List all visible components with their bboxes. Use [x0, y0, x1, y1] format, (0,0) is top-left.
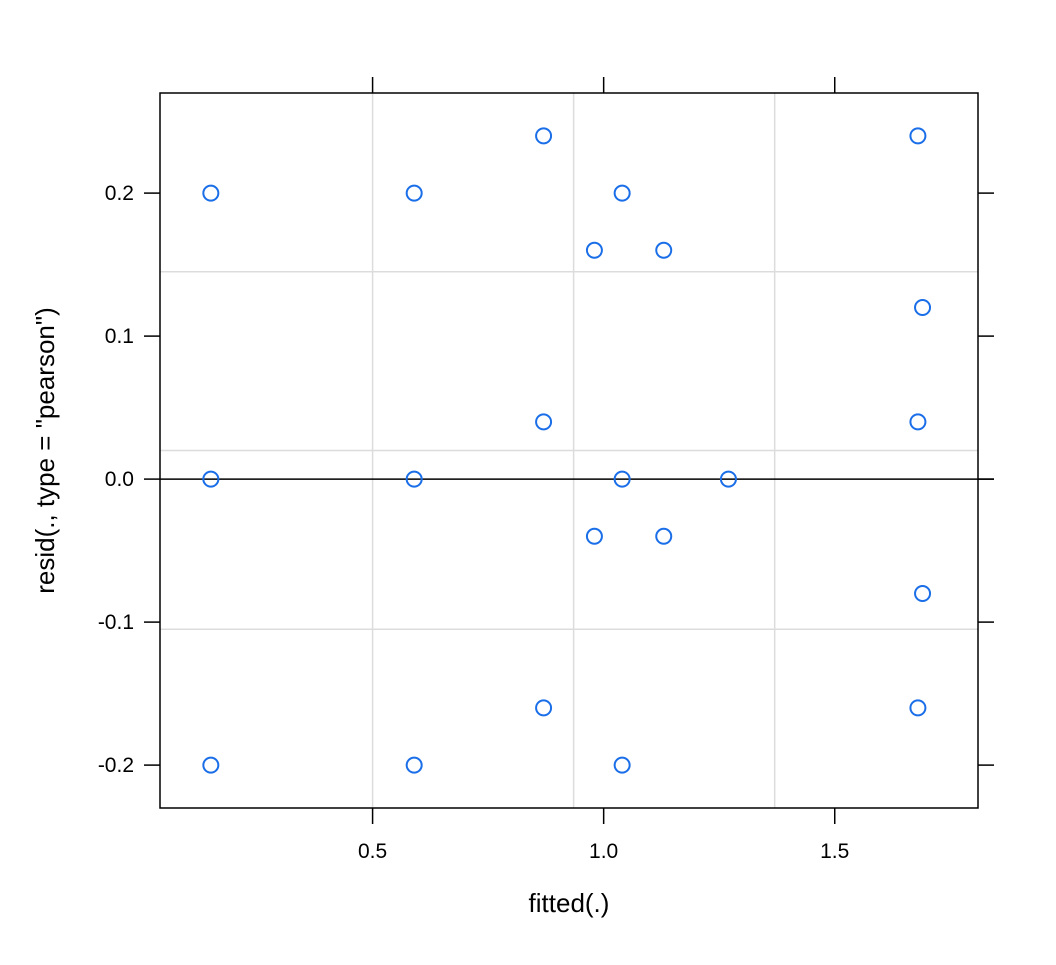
- data-point-13: [613, 756, 631, 774]
- y-axis-title: resid(., type = "pearson"): [30, 307, 60, 594]
- y-tick-label-4: 0.2: [105, 182, 134, 205]
- data-point-0: [202, 184, 220, 202]
- data-point-8: [535, 699, 553, 717]
- data-point-3: [405, 184, 423, 202]
- x-tick-label-2: 1.5: [820, 840, 849, 863]
- data-point-19: [909, 699, 927, 717]
- data-point-5: [405, 756, 423, 774]
- y-tick-label-3: 0.1: [105, 325, 134, 348]
- data-point-21: [914, 585, 932, 602]
- data-point-14: [655, 241, 673, 259]
- data-point-20: [914, 299, 932, 316]
- data-point-16: [719, 470, 737, 488]
- grid-layer: [160, 93, 978, 808]
- data-point-15: [655, 527, 673, 545]
- axis-labels-layer: fitted(.) resid(., type = "pearson"): [30, 307, 609, 918]
- x-axis-title: fitted(.): [529, 888, 610, 918]
- data-point-10: [585, 527, 603, 545]
- plot-panel-border: [159, 92, 979, 809]
- axis-layer: 0.5 1.0 1.5 -0.2 -0.1 0.0 0.1 0.2: [98, 77, 994, 863]
- y-tick-label-2: 0.0: [105, 468, 134, 491]
- data-point-12: [613, 470, 631, 488]
- data-point-6: [535, 127, 553, 145]
- y-tick-label-1: -0.1: [98, 611, 134, 634]
- data-point-11: [613, 184, 631, 202]
- data-point-17: [909, 127, 927, 145]
- data-point-9: [585, 241, 603, 259]
- points-layer: [202, 127, 932, 774]
- data-point-4: [405, 470, 423, 488]
- x-tick-label-1: 1.0: [589, 840, 618, 863]
- data-point-18: [909, 413, 927, 431]
- y-tick-label-0: -0.2: [98, 754, 134, 777]
- data-point-1: [202, 470, 220, 488]
- data-point-7: [535, 413, 553, 431]
- x-tick-label-0: 0.5: [358, 840, 387, 863]
- data-point-2: [202, 756, 220, 774]
